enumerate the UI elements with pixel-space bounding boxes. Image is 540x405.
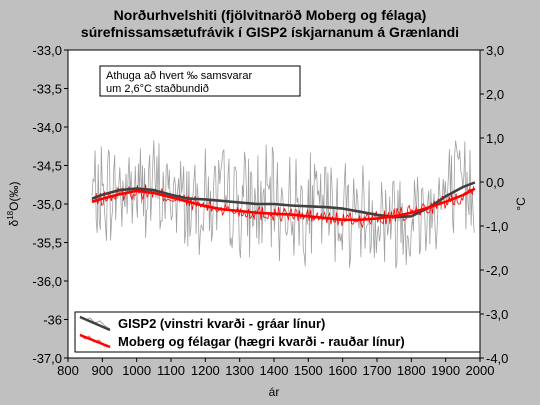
- y-right-tick-label: -3,0: [486, 307, 508, 322]
- series-layer: [91, 140, 476, 269]
- y-left-tick-label: -37,0: [32, 351, 62, 366]
- y-left-tick-label: -35,0: [32, 197, 62, 212]
- y-axis-label-right: °C: [514, 197, 528, 211]
- x-tick-label: 1900: [431, 363, 460, 378]
- x-tick-label: 2000: [466, 363, 495, 378]
- chart-title-line2: súrefnissamsætufrávik í GISP2 ískjarnanu…: [81, 24, 459, 40]
- x-tick-label: 1800: [397, 363, 426, 378]
- y-right-tick-label: 2,0: [486, 87, 504, 102]
- y-right-tick-label: 1,0: [486, 131, 504, 146]
- y-right-tick-label: -1,0: [486, 219, 508, 234]
- series-line-0: [91, 181, 476, 219]
- y-left-tick-label: -36: [43, 313, 62, 328]
- ticks-layer: 800 900 1000 1100 1200 1300 1400 1500 1600 1700 18…: [32, 43, 508, 378]
- x-tick-label: 1700: [363, 363, 392, 378]
- legend-box: [74, 311, 481, 353]
- x-tick-label: 1100: [157, 363, 185, 378]
- annotation-box: Athuga að hvert ‰ samsvarar um 2,6°C sta…: [99, 65, 301, 97]
- y-axis-label-left-sup: 18: [6, 210, 15, 219]
- y-right-tick-label: -4,0: [486, 351, 508, 366]
- legend-label-moberg: Moberg og félagar (hægri kvarði - rauðar…: [118, 334, 405, 349]
- x-tick-label: 1200: [191, 363, 220, 378]
- y-axis-label-left-main: δ: [7, 219, 21, 226]
- x-tick-label: 900: [91, 363, 113, 378]
- y-left-tick-label: -33,5: [32, 82, 62, 97]
- x-tick-label: 1600: [328, 363, 357, 378]
- y-right-tick-label: 0,0: [486, 175, 504, 190]
- x-tick-label: 1300: [225, 363, 254, 378]
- y-left-tick-label: -34,5: [32, 159, 62, 174]
- x-axis-label: ár: [269, 385, 280, 399]
- y-right-tick-label: -2,0: [486, 263, 508, 278]
- y-left-tick-label: -34,0: [32, 120, 62, 135]
- legend-swatch-gisp2: [79, 315, 111, 332]
- x-tick-label: 1400: [260, 363, 289, 378]
- legend-label-gisp2: GISP2 (vinstri kvarði - gráar línur): [118, 316, 325, 331]
- legend: GISP2 (vinstri kvarði - gráar línur) Mob…: [74, 311, 481, 353]
- x-tick-label: 1500: [294, 363, 323, 378]
- annotation-line1: Athuga að hvert ‰ samsvarar: [106, 70, 252, 82]
- x-tick-label: 1000: [122, 363, 151, 378]
- y-left-tick-label: -33,0: [32, 43, 62, 58]
- legend-swatch-moberg: [79, 333, 111, 349]
- y-left-tick-label: -36,0: [32, 274, 62, 289]
- series-line-1: [91, 187, 476, 222]
- y-right-tick-label: 3,0: [486, 43, 504, 58]
- x-tick-label: 800: [57, 363, 79, 378]
- y-axis-label-left: δ18O(‰): [6, 182, 21, 227]
- y-axis-label-left-rest: O(‰): [7, 182, 21, 211]
- annotation-line2: um 2,6°C staðbundið: [106, 83, 209, 95]
- y-left-tick-label: -35,5: [32, 236, 62, 251]
- chart-title-line1: Norðurhvelshiti (fjölvitnaröð Moberg og …: [114, 7, 427, 23]
